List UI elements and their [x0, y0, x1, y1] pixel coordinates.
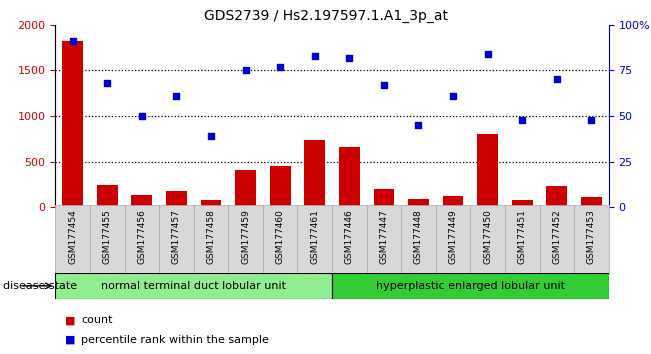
Point: [379, 82, 389, 88]
Text: GSM177446: GSM177446: [345, 209, 353, 263]
Text: GSM177458: GSM177458: [206, 209, 215, 264]
Bar: [270, 166, 290, 207]
Text: GSM177455: GSM177455: [103, 209, 112, 264]
Text: count: count: [81, 315, 113, 325]
Text: GDS2739 / Hs2.197597.1.A1_3p_at: GDS2739 / Hs2.197597.1.A1_3p_at: [204, 9, 447, 23]
Text: GSM177448: GSM177448: [414, 209, 423, 263]
Bar: [305, 139, 325, 207]
Point: [275, 64, 285, 69]
Bar: [132, 195, 152, 207]
Point: [413, 122, 424, 128]
Bar: [401, 205, 436, 274]
Bar: [512, 200, 533, 207]
Bar: [332, 273, 609, 299]
Point: [586, 117, 596, 122]
Point: [551, 77, 562, 82]
Bar: [332, 205, 367, 274]
Bar: [201, 200, 221, 207]
Point: [137, 113, 147, 119]
Bar: [546, 185, 567, 207]
Bar: [477, 134, 498, 207]
Bar: [124, 205, 159, 274]
Bar: [339, 147, 359, 207]
Bar: [90, 205, 124, 274]
Text: GSM177461: GSM177461: [311, 209, 319, 264]
Bar: [408, 199, 429, 207]
Bar: [581, 196, 602, 207]
Text: disease state: disease state: [3, 281, 77, 291]
Text: ■: ■: [65, 335, 76, 345]
Bar: [540, 205, 574, 274]
Text: GSM177451: GSM177451: [518, 209, 527, 264]
Bar: [367, 205, 401, 274]
Text: GSM177460: GSM177460: [275, 209, 284, 264]
Text: GSM177450: GSM177450: [483, 209, 492, 264]
Bar: [470, 205, 505, 274]
Bar: [55, 205, 90, 274]
Bar: [97, 185, 118, 207]
Bar: [166, 191, 187, 207]
Point: [206, 133, 216, 139]
Point: [448, 93, 458, 99]
Point: [344, 55, 355, 61]
Text: GSM177452: GSM177452: [552, 209, 561, 263]
Text: percentile rank within the sample: percentile rank within the sample: [81, 335, 270, 345]
Bar: [298, 205, 332, 274]
Point: [240, 68, 251, 73]
Text: normal terminal duct lobular unit: normal terminal duct lobular unit: [101, 281, 286, 291]
Point: [102, 80, 113, 86]
Text: GSM177449: GSM177449: [449, 209, 458, 263]
Text: GSM177457: GSM177457: [172, 209, 181, 264]
Text: GSM177447: GSM177447: [380, 209, 389, 263]
Bar: [436, 205, 470, 274]
Bar: [159, 205, 194, 274]
Bar: [374, 189, 395, 207]
Point: [309, 53, 320, 59]
Bar: [443, 196, 464, 207]
Point: [517, 117, 527, 122]
Bar: [235, 170, 256, 207]
Text: hyperplastic enlarged lobular unit: hyperplastic enlarged lobular unit: [376, 281, 565, 291]
Point: [482, 51, 493, 57]
Text: GSM177454: GSM177454: [68, 209, 77, 263]
Text: GSM177456: GSM177456: [137, 209, 146, 264]
Bar: [229, 205, 263, 274]
Bar: [263, 205, 298, 274]
Point: [171, 93, 182, 99]
Point: [68, 38, 78, 44]
Bar: [62, 41, 83, 207]
Text: GSM177459: GSM177459: [241, 209, 250, 264]
Text: ■: ■: [65, 315, 76, 325]
Bar: [574, 205, 609, 274]
Text: GSM177453: GSM177453: [587, 209, 596, 264]
Bar: [194, 205, 229, 274]
Bar: [55, 273, 332, 299]
Bar: [505, 205, 540, 274]
